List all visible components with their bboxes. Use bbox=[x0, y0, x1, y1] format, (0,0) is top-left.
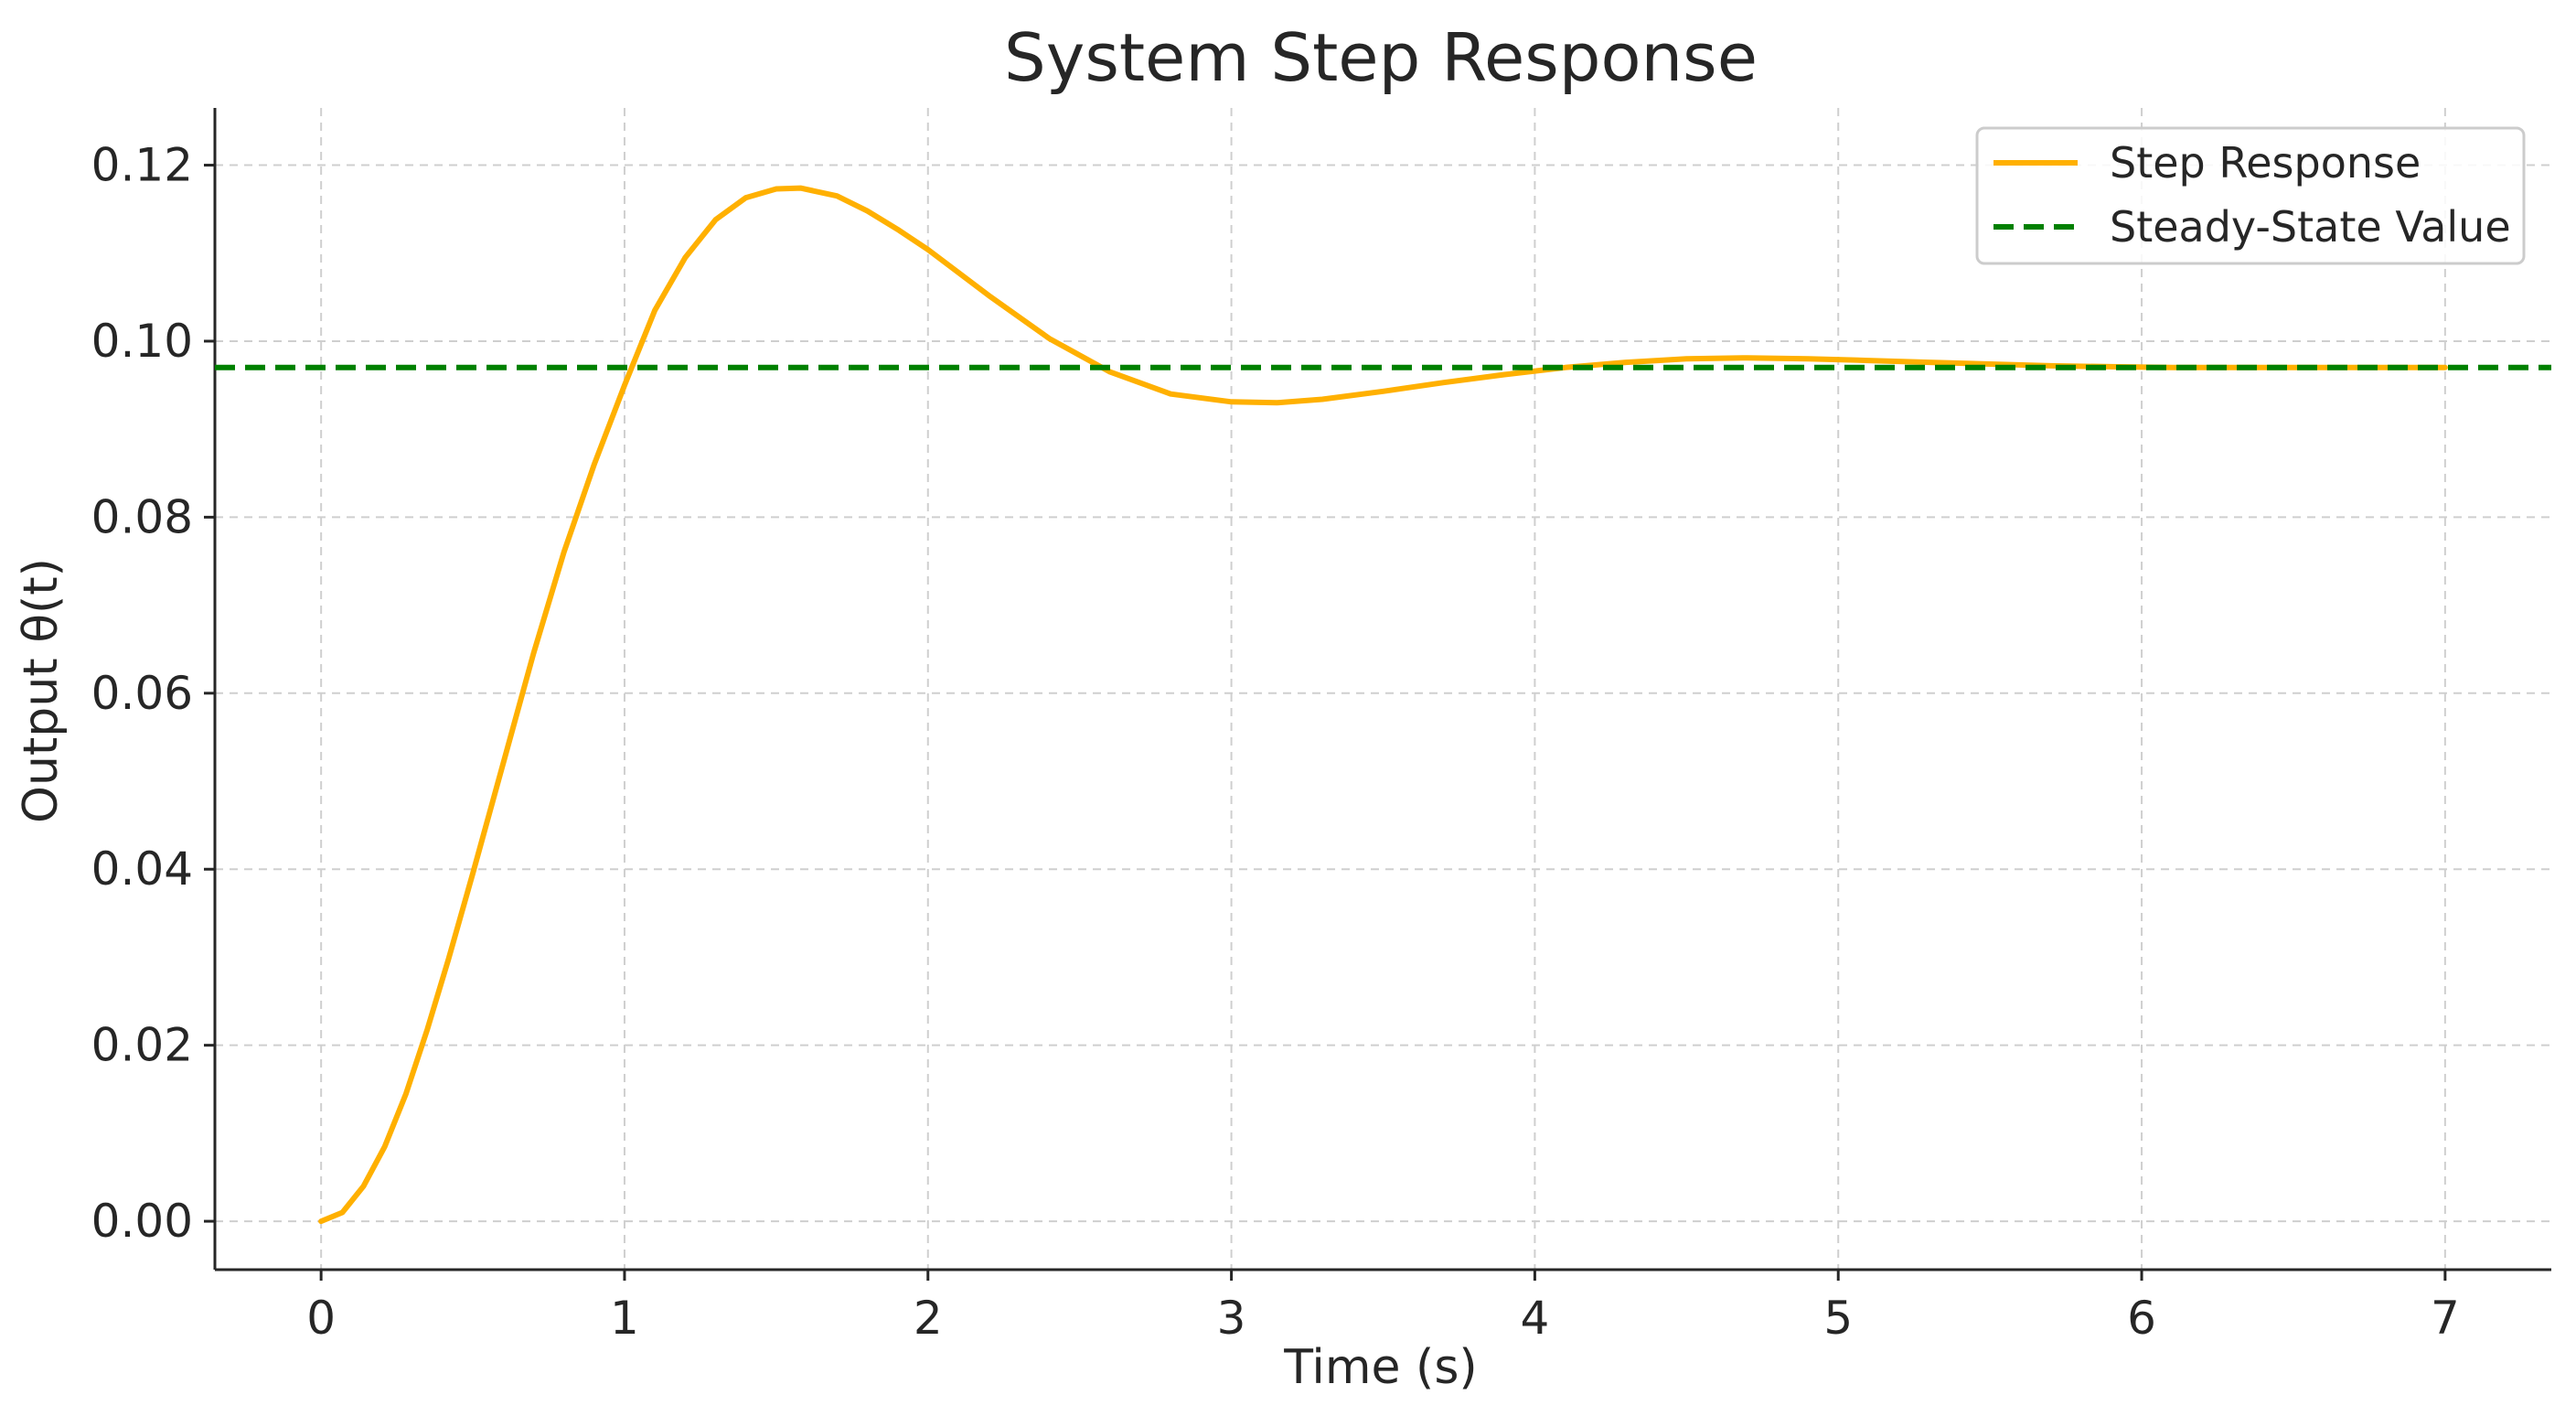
x-tick-label: 4 bbox=[1521, 1292, 1550, 1345]
x-tick-label: 3 bbox=[1217, 1292, 1246, 1345]
x-tick-label: 6 bbox=[2127, 1292, 2156, 1345]
x-tick-label: 1 bbox=[610, 1292, 639, 1345]
y-tick-label: 0.08 bbox=[91, 490, 193, 543]
x-tick-label: 2 bbox=[914, 1292, 943, 1345]
step-response-line bbox=[318, 185, 2448, 1225]
y-tick-label: 0.06 bbox=[91, 667, 193, 720]
x-tick-label: 0 bbox=[306, 1292, 336, 1345]
y-tick-label: 0.02 bbox=[91, 1019, 193, 1072]
y-tick-label: 0.04 bbox=[91, 842, 193, 896]
legend-label: Steady-State Value bbox=[2110, 202, 2511, 252]
legend-label: Step Response bbox=[2110, 138, 2421, 188]
y-tick-label: 0.12 bbox=[91, 139, 193, 192]
y-tick-label: 0.00 bbox=[91, 1195, 193, 1248]
y-axis-label: Output θ(t) bbox=[14, 558, 69, 823]
legend-box bbox=[1975, 126, 2526, 265]
chart-title: System Step Response bbox=[1004, 19, 1758, 96]
x-tick-label: 5 bbox=[1823, 1292, 1853, 1345]
grid-layer bbox=[215, 108, 2551, 1270]
x-axis-label: Time (s) bbox=[1283, 1340, 1477, 1395]
legend: Step Response Steady-State Value bbox=[1975, 126, 2526, 265]
x-tick-label: 7 bbox=[2431, 1292, 2460, 1345]
series-layer bbox=[215, 185, 2551, 1225]
axes-layer: 0 1 2 3 4 5 6 7 0.00 0.02 0.04 0.06 0.08 0.10 0.12 bbox=[91, 108, 2551, 1345]
y-tick-label: 0.10 bbox=[91, 315, 193, 368]
